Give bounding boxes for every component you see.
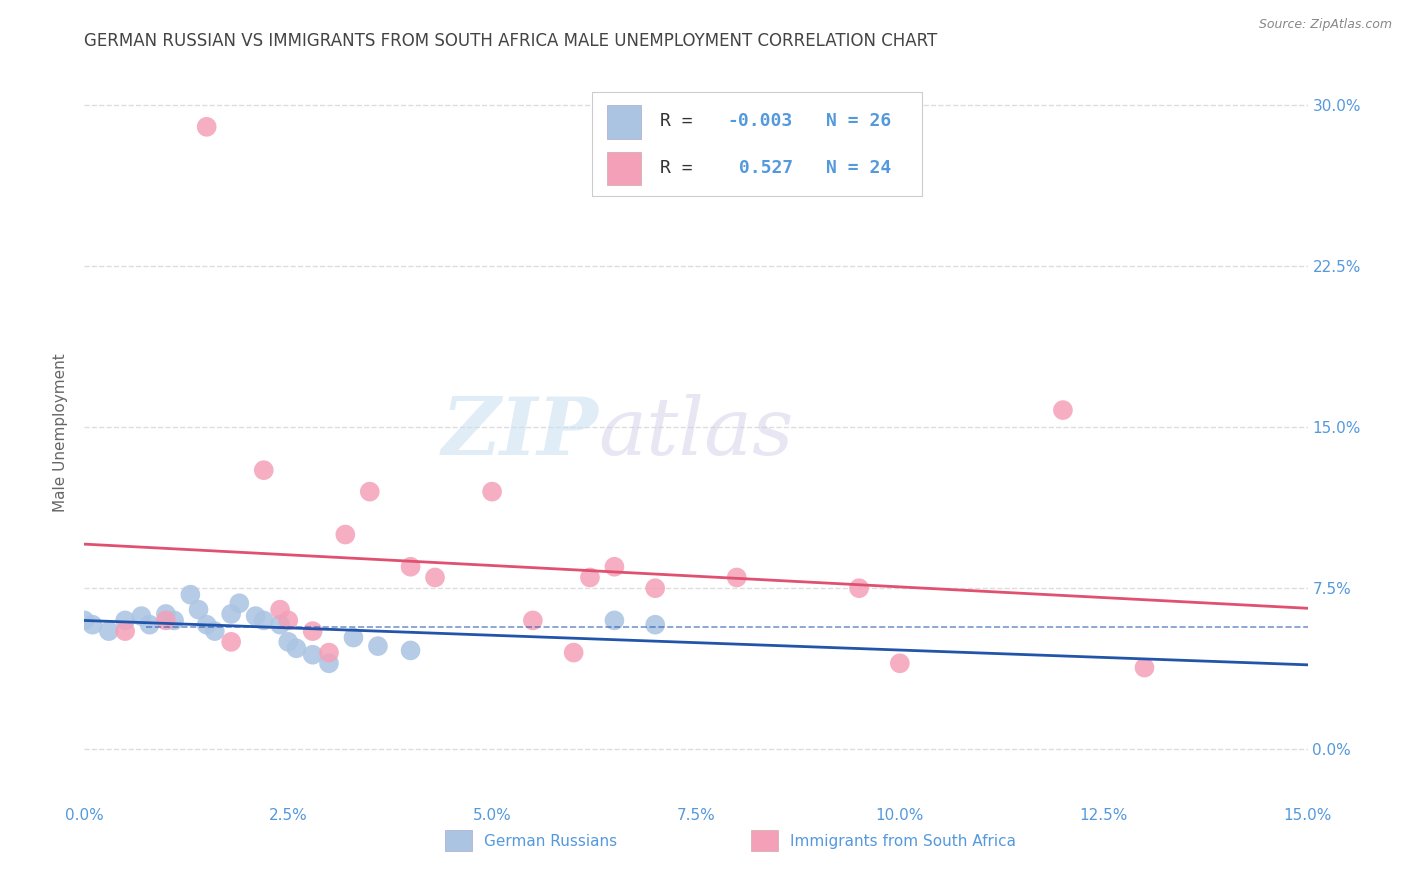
Text: German Russians: German Russians <box>484 834 617 849</box>
Point <box>131 609 153 624</box>
Point <box>562 646 585 660</box>
Point <box>1052 403 1074 417</box>
Text: Immigrants from South Africa: Immigrants from South Africa <box>790 834 1017 849</box>
Point <box>889 657 911 671</box>
Point <box>644 581 666 595</box>
Point <box>269 617 291 632</box>
Point <box>138 617 160 632</box>
Point <box>97 624 120 639</box>
Point <box>245 609 267 624</box>
Point <box>219 635 242 649</box>
Text: R =: R = <box>661 112 704 130</box>
FancyBboxPatch shape <box>751 830 778 851</box>
Point <box>579 570 602 584</box>
Y-axis label: Male Unemployment: Male Unemployment <box>53 353 69 512</box>
Point <box>155 614 177 628</box>
Text: ZIP: ZIP <box>441 394 598 471</box>
Point <box>114 624 136 639</box>
Point <box>114 614 136 628</box>
Point <box>318 657 340 671</box>
Point <box>644 617 666 632</box>
Point <box>342 631 364 645</box>
Point <box>155 607 177 621</box>
Point <box>359 484 381 499</box>
Point <box>399 559 422 574</box>
Point <box>318 646 340 660</box>
Point <box>187 602 209 616</box>
Point <box>522 614 544 628</box>
Text: R =: R = <box>661 159 704 177</box>
Point <box>228 596 250 610</box>
FancyBboxPatch shape <box>606 105 641 138</box>
Point <box>82 617 104 632</box>
Point <box>399 643 422 657</box>
Point <box>367 639 389 653</box>
Point <box>253 614 276 628</box>
Point <box>73 614 96 628</box>
Point <box>179 588 201 602</box>
Point <box>269 602 291 616</box>
Text: -0.003: -0.003 <box>728 112 793 130</box>
Point <box>163 614 186 628</box>
Point <box>301 648 323 662</box>
Point <box>219 607 242 621</box>
Point <box>603 559 626 574</box>
Point <box>335 527 357 541</box>
Point <box>301 624 323 639</box>
Text: atlas: atlas <box>598 394 793 471</box>
FancyBboxPatch shape <box>606 152 641 186</box>
Point <box>277 635 299 649</box>
Point <box>277 614 299 628</box>
Text: Source: ZipAtlas.com: Source: ZipAtlas.com <box>1258 18 1392 31</box>
Point <box>195 120 218 134</box>
FancyBboxPatch shape <box>446 830 472 851</box>
Point <box>285 641 308 656</box>
Text: 0.527: 0.527 <box>728 159 793 177</box>
Text: N = 26: N = 26 <box>825 112 891 130</box>
Point <box>848 581 870 595</box>
Point <box>423 570 446 584</box>
Point <box>481 484 503 499</box>
Point <box>253 463 276 477</box>
Text: N = 24: N = 24 <box>825 159 891 177</box>
Point <box>603 614 626 628</box>
Point <box>725 570 748 584</box>
Point <box>195 617 218 632</box>
Text: GERMAN RUSSIAN VS IMMIGRANTS FROM SOUTH AFRICA MALE UNEMPLOYMENT CORRELATION CHA: GERMAN RUSSIAN VS IMMIGRANTS FROM SOUTH … <box>84 32 938 50</box>
FancyBboxPatch shape <box>592 92 922 195</box>
Point <box>204 624 226 639</box>
Point <box>1133 660 1156 674</box>
